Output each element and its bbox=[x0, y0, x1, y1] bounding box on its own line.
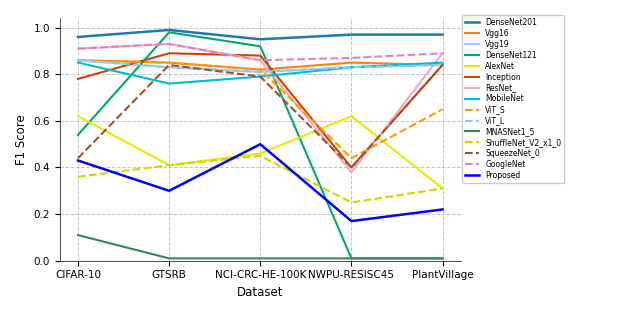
Vgg19 bbox=[165, 65, 173, 69]
GoogleNet bbox=[439, 51, 447, 55]
MNASNet1_5 bbox=[257, 257, 264, 260]
Line: MNASNet1_5: MNASNet1_5 bbox=[78, 235, 443, 258]
Inception bbox=[348, 165, 355, 169]
Vgg16 bbox=[74, 58, 82, 62]
MobileNet bbox=[439, 61, 447, 64]
DenseNet201 bbox=[439, 33, 447, 36]
Legend: DenseNet201, Vgg16, Vgg19, DenseNet121, AlexNet, Inception, ResNet_, MobileNet, : DenseNet201, Vgg16, Vgg19, DenseNet121, … bbox=[462, 15, 564, 183]
Line: ViT_S: ViT_S bbox=[78, 60, 443, 158]
AlexNet bbox=[348, 114, 355, 118]
X-axis label: Dataset: Dataset bbox=[237, 286, 284, 299]
Line: GoogleNet: GoogleNet bbox=[78, 44, 443, 60]
MNASNet1_5 bbox=[165, 257, 173, 260]
MobileNet bbox=[348, 65, 355, 69]
ViT_L bbox=[348, 65, 355, 69]
MobileNet bbox=[74, 61, 82, 64]
GoogleNet bbox=[165, 42, 173, 46]
ShuffleNet_V2_x1_0 bbox=[257, 154, 264, 158]
Inception bbox=[165, 51, 173, 55]
ShuffleNet_V2_x1_0 bbox=[348, 201, 355, 204]
MNASNet1_5 bbox=[74, 233, 82, 237]
Inception bbox=[74, 77, 82, 81]
AlexNet bbox=[165, 163, 173, 167]
Line: AlexNet: AlexNet bbox=[78, 116, 443, 188]
ViT_S bbox=[74, 58, 82, 62]
MNASNet1_5 bbox=[439, 257, 447, 260]
DenseNet121 bbox=[74, 133, 82, 137]
SqueezeNet_0 bbox=[74, 156, 82, 160]
Line: Vgg19: Vgg19 bbox=[78, 60, 443, 72]
Line: Proposed: Proposed bbox=[78, 144, 443, 221]
GoogleNet bbox=[257, 58, 264, 62]
SqueezeNet_0 bbox=[257, 75, 264, 78]
Line: ResNet_: ResNet_ bbox=[78, 44, 443, 172]
DenseNet121 bbox=[257, 44, 264, 48]
DenseNet201 bbox=[257, 37, 264, 41]
ViT_S bbox=[348, 156, 355, 160]
ViT_L bbox=[165, 65, 173, 69]
ViT_L bbox=[439, 63, 447, 67]
Line: ViT_L: ViT_L bbox=[78, 60, 443, 72]
ResNet_ bbox=[165, 42, 173, 46]
ResNet_ bbox=[257, 58, 264, 62]
SqueezeNet_0 bbox=[348, 165, 355, 169]
MNASNet1_5 bbox=[348, 257, 355, 260]
Vgg16 bbox=[439, 63, 447, 67]
Vgg19 bbox=[348, 65, 355, 69]
Proposed bbox=[439, 208, 447, 211]
ResNet_ bbox=[439, 51, 447, 55]
DenseNet121 bbox=[165, 30, 173, 34]
Line: Vgg16: Vgg16 bbox=[78, 60, 443, 70]
ShuffleNet_V2_x1_0 bbox=[165, 163, 173, 167]
MobileNet bbox=[257, 75, 264, 78]
Y-axis label: F1 Score: F1 Score bbox=[15, 114, 28, 165]
Line: ShuffleNet_V2_x1_0: ShuffleNet_V2_x1_0 bbox=[78, 156, 443, 203]
ViT_S bbox=[257, 68, 264, 72]
Vgg19 bbox=[74, 58, 82, 62]
ResNet_ bbox=[74, 47, 82, 51]
Vgg19 bbox=[439, 63, 447, 67]
MobileNet bbox=[165, 82, 173, 85]
ViT_S bbox=[165, 61, 173, 64]
Line: DenseNet201: DenseNet201 bbox=[78, 30, 443, 39]
Proposed bbox=[74, 159, 82, 162]
Inception bbox=[439, 63, 447, 67]
Line: SqueezeNet_0: SqueezeNet_0 bbox=[78, 65, 443, 167]
Vgg16 bbox=[165, 61, 173, 64]
AlexNet bbox=[74, 114, 82, 118]
Vgg16 bbox=[257, 68, 264, 72]
GoogleNet bbox=[348, 56, 355, 60]
AlexNet bbox=[439, 187, 447, 190]
SqueezeNet_0 bbox=[439, 63, 447, 67]
DenseNet201 bbox=[74, 35, 82, 39]
ShuffleNet_V2_x1_0 bbox=[74, 175, 82, 179]
ShuffleNet_V2_x1_0 bbox=[439, 187, 447, 190]
DenseNet201 bbox=[348, 33, 355, 36]
SqueezeNet_0 bbox=[165, 63, 173, 67]
GoogleNet bbox=[74, 47, 82, 51]
DenseNet201 bbox=[165, 28, 173, 32]
ViT_L bbox=[257, 70, 264, 74]
DenseNet121 bbox=[439, 257, 447, 260]
ResNet_ bbox=[348, 170, 355, 174]
Line: DenseNet121: DenseNet121 bbox=[78, 32, 443, 258]
Proposed bbox=[165, 189, 173, 193]
ViT_L bbox=[74, 58, 82, 62]
Proposed bbox=[257, 142, 264, 146]
Vgg16 bbox=[348, 61, 355, 64]
Proposed bbox=[348, 219, 355, 223]
ViT_S bbox=[439, 107, 447, 111]
Vgg19 bbox=[257, 70, 264, 74]
AlexNet bbox=[257, 152, 264, 155]
Line: MobileNet: MobileNet bbox=[78, 62, 443, 84]
DenseNet121 bbox=[348, 257, 355, 260]
Line: Inception: Inception bbox=[78, 53, 443, 167]
Inception bbox=[257, 54, 264, 57]
